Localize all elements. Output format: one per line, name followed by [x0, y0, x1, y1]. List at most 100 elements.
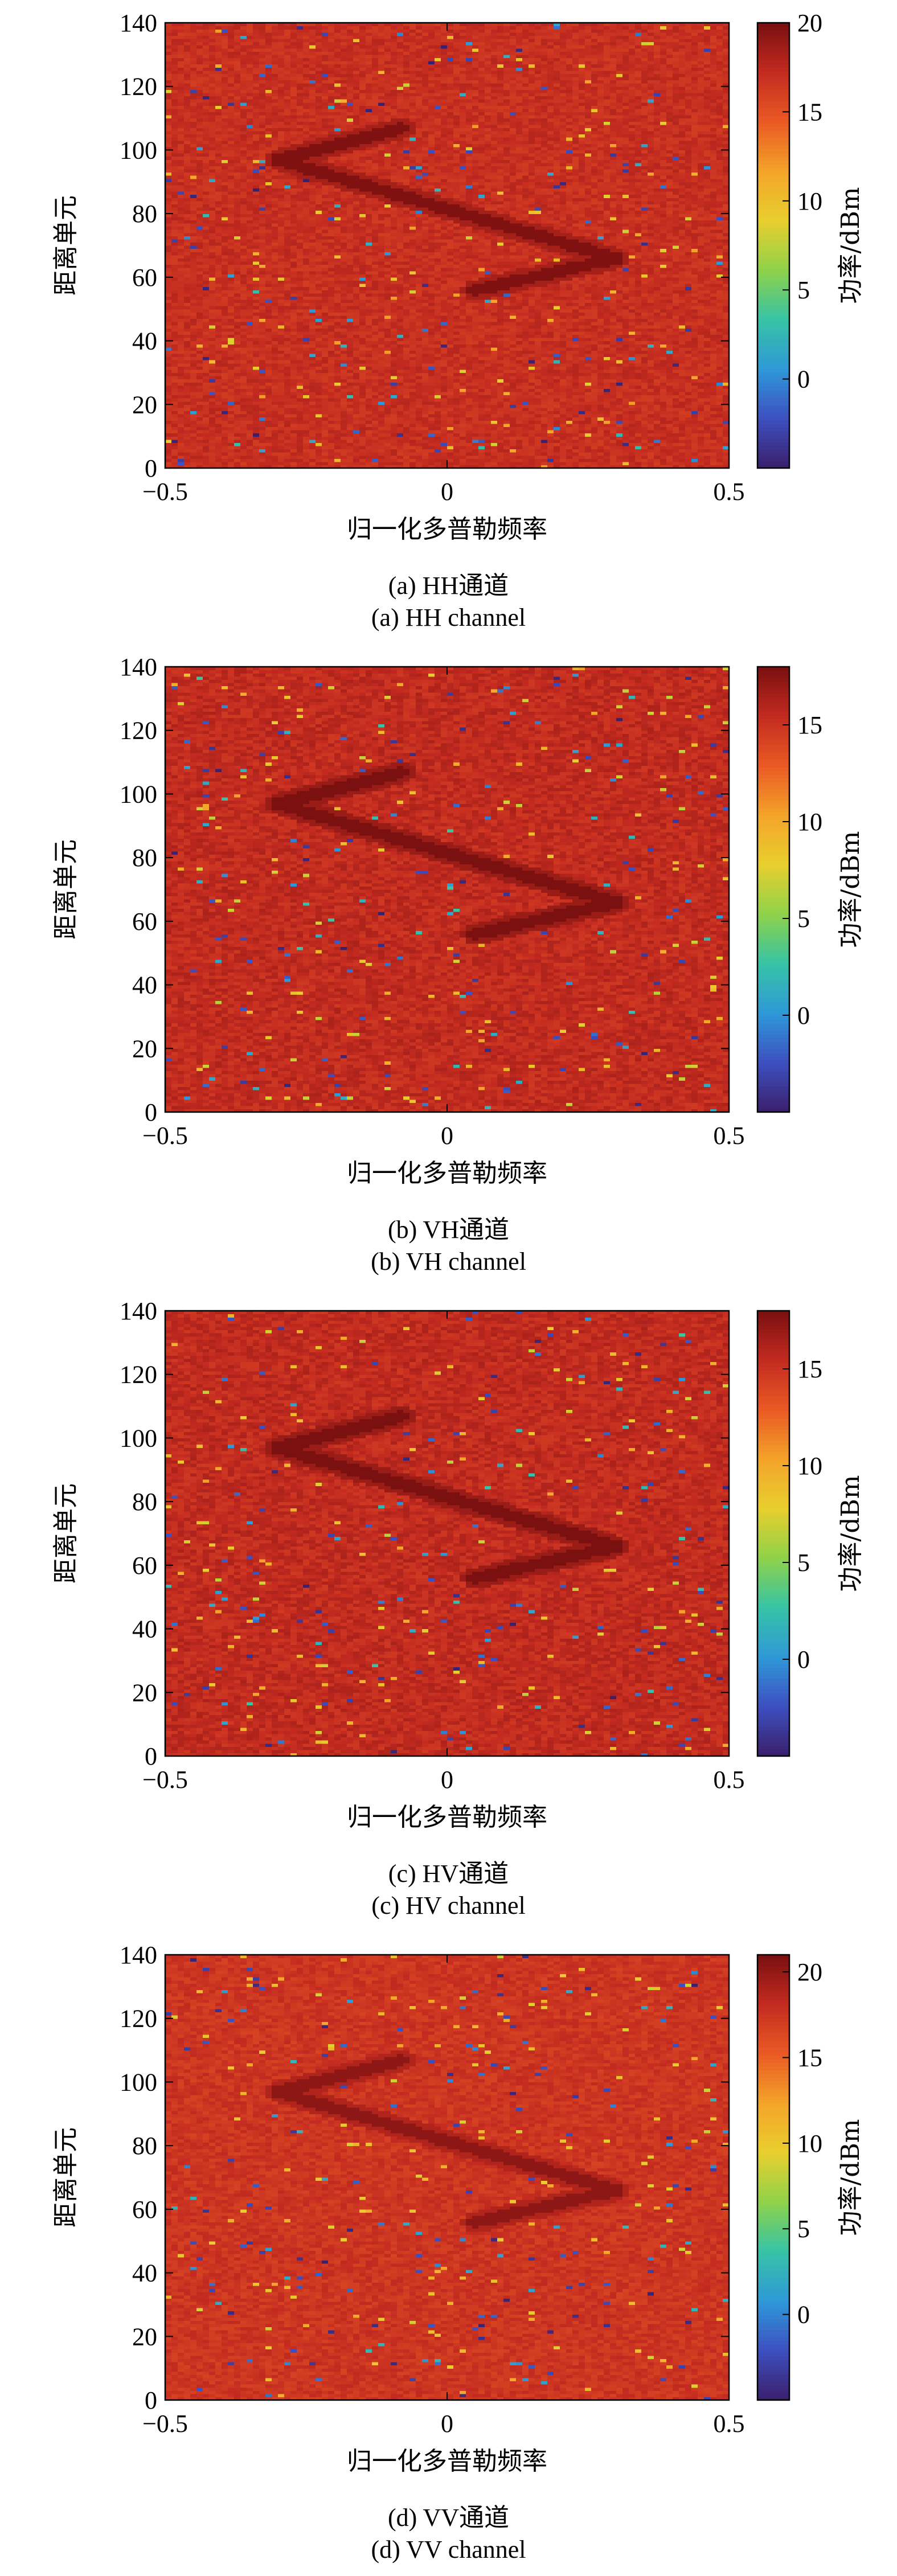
heatmap-cell	[397, 398, 404, 402]
heatmap-cell	[616, 436, 623, 440]
heatmap-cell	[716, 401, 723, 405]
heatmap-cell	[698, 350, 705, 354]
heatmap-cell	[184, 360, 191, 364]
heatmap-cell	[691, 356, 698, 360]
heatmap-cell	[704, 331, 711, 335]
heatmap-cell	[347, 395, 354, 399]
heatmap-cell	[723, 391, 730, 396]
heatmap-cell	[716, 296, 723, 300]
heatmap-cell	[691, 331, 698, 335]
heatmap-cell	[253, 395, 260, 399]
heatmap-cell	[372, 420, 379, 424]
heatmap-cell	[215, 411, 222, 415]
heatmap-cell	[541, 372, 548, 376]
heatmap-cell	[228, 417, 235, 421]
heatmap-cell	[529, 318, 535, 322]
heatmap-cell	[585, 426, 592, 430]
heatmap-cell	[328, 325, 335, 329]
heatmap-cell	[416, 356, 423, 360]
heatmap-cell	[384, 439, 391, 443]
heatmap-cell	[710, 363, 717, 367]
heatmap-cell	[265, 315, 272, 319]
heatmap-cell	[547, 401, 554, 405]
heatmap-cell	[322, 347, 329, 351]
heatmap-cell	[234, 391, 241, 396]
heatmap-cell	[171, 449, 178, 453]
heatmap-cell	[673, 372, 679, 376]
heatmap-cell	[698, 398, 705, 402]
heatmap-cell	[610, 325, 617, 329]
heatmap-cell	[247, 341, 253, 344]
heatmap-cell	[372, 452, 379, 456]
heatmap-cell	[272, 426, 278, 430]
heatmap-cell	[529, 299, 535, 303]
heatmap-cell	[234, 328, 241, 332]
heatmap-cell	[560, 379, 567, 383]
heatmap-cell	[579, 388, 585, 392]
heatmap-cell	[309, 382, 316, 386]
heatmap-cell	[303, 341, 310, 344]
heatmap-cell	[391, 395, 398, 399]
heatmap-cell	[359, 391, 366, 396]
heatmap-cell	[366, 322, 372, 326]
heatmap-cell	[541, 302, 548, 306]
heatmap-cell	[597, 366, 604, 370]
heatmap-cell	[691, 315, 698, 319]
heatmap-cell	[453, 465, 460, 469]
heatmap-cell	[203, 360, 210, 364]
heatmap-cell	[673, 382, 679, 386]
heatmap-cell	[422, 325, 429, 329]
heatmap-cell	[654, 306, 661, 310]
heatmap-cell	[240, 452, 247, 456]
heatmap-cell	[422, 404, 429, 408]
heatmap-cell	[209, 401, 216, 405]
heatmap-cell	[378, 391, 385, 396]
heatmap-cell	[409, 347, 416, 351]
heatmap-cell	[660, 369, 667, 374]
heatmap-cell	[585, 395, 592, 399]
heatmap-cell	[622, 312, 629, 316]
heatmap-cell	[460, 356, 466, 360]
heatmap-cell	[453, 306, 460, 310]
heatmap-cell	[341, 398, 347, 402]
heatmap-cell	[190, 290, 197, 294]
heatmap-cell	[228, 465, 235, 469]
heatmap-cell	[234, 465, 241, 469]
heatmap-cell	[222, 312, 228, 316]
heatmap-cell	[334, 436, 341, 440]
heatmap-cell	[510, 398, 517, 402]
heatmap-cell	[234, 423, 241, 427]
heatmap-cell	[328, 411, 335, 415]
heatmap-cell	[253, 404, 260, 408]
heatmap-cell	[572, 337, 579, 342]
heatmap-cell	[366, 347, 372, 351]
heatmap-cell	[378, 433, 385, 437]
heatmap-cell	[353, 442, 360, 446]
heatmap-cell	[378, 455, 385, 459]
heatmap-cell	[535, 439, 542, 443]
heatmap-cell	[610, 350, 617, 354]
heatmap-cell	[372, 353, 379, 358]
heatmap-cell	[585, 385, 592, 389]
heatmap-cell	[591, 360, 598, 364]
heatmap-cell	[610, 449, 617, 453]
heatmap-cell	[716, 411, 723, 415]
heatmap-cell	[303, 417, 310, 421]
heatmap-cell	[585, 382, 592, 386]
heatmap-cell	[240, 445, 247, 450]
heatmap-cell	[604, 331, 611, 335]
heatmap-cell	[253, 312, 260, 316]
heatmap-cell	[685, 360, 692, 364]
heatmap-cell	[654, 398, 661, 402]
heatmap-cell	[328, 458, 335, 462]
heatmap-cell	[409, 442, 416, 446]
heatmap-cell	[447, 322, 454, 326]
heatmap-cell	[547, 465, 554, 469]
heatmap-cell	[341, 325, 347, 329]
heatmap-cell	[698, 325, 705, 329]
heatmap-cell	[353, 344, 360, 348]
heatmap-cell	[353, 290, 360, 294]
heatmap-cell	[378, 423, 385, 427]
heatmap-cell	[547, 344, 554, 348]
heatmap-cell	[497, 347, 504, 351]
